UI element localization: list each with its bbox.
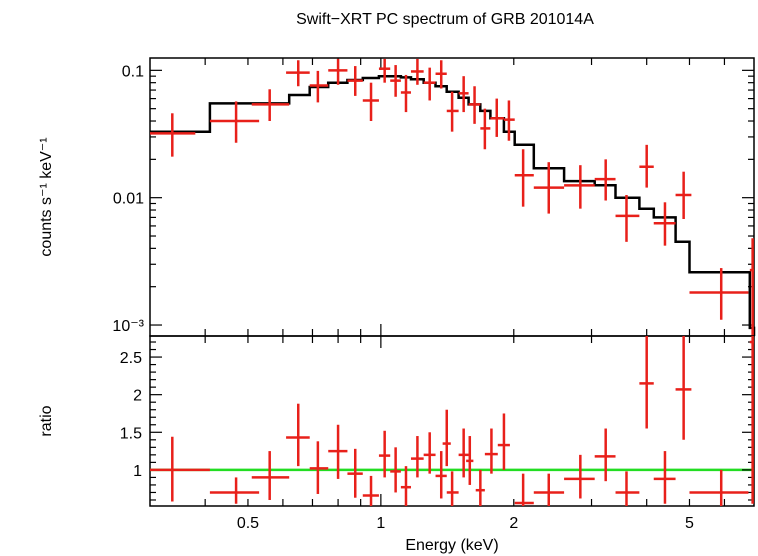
ratio-data-point <box>475 469 485 506</box>
spectrum-panel: 0.1 0.01 10⁻³ counts s⁻¹ keV⁻¹ <box>38 57 756 337</box>
spectrum-data-point <box>400 74 411 113</box>
ratio-data-point <box>675 336 692 440</box>
spectrum-data-point <box>410 58 424 85</box>
spectrum-data-point <box>490 98 504 137</box>
ratio-data-point <box>209 477 260 504</box>
ratio-data-point <box>749 336 754 504</box>
spectrum-data-point <box>251 89 290 122</box>
ratio-data-point <box>362 475 379 506</box>
spectrum-data-point <box>435 60 447 89</box>
ratio-y-tick-label: 1.5 <box>120 425 142 442</box>
ratio-data-point <box>435 451 447 499</box>
spectrum-data-point <box>503 100 515 141</box>
ratio-data-point <box>615 471 640 506</box>
spectrum-data-point <box>286 60 310 87</box>
spectrum-data-point <box>209 101 260 143</box>
ratio-data-point <box>423 432 436 474</box>
spectrum-data-point <box>749 238 754 336</box>
x-tick-label: 5 <box>685 515 694 532</box>
spectrum-y-axis-label: counts s⁻¹ keV⁻¹ <box>38 137 55 256</box>
ratio-y-tick-label: 1 <box>133 463 142 480</box>
spectrum-y-tick-label: 10⁻³ <box>112 318 144 335</box>
ratio-y-tick-label: 2.5 <box>120 350 142 367</box>
ratio-data-point <box>639 336 654 429</box>
spectrum-data-point <box>328 58 348 85</box>
spectrum-data-point <box>653 202 676 246</box>
ratio-data-point <box>400 466 411 506</box>
spectrum-data-point <box>639 144 654 188</box>
ratio-data-point <box>347 448 363 498</box>
ratio-data-point <box>497 413 510 470</box>
spectrum-data-point <box>362 82 379 122</box>
ratio-ticks: 1 1.5 2 2.5 0.5 1 2 5 <box>120 336 754 532</box>
x-axis-label: Energy (keV) <box>405 537 498 554</box>
spectrum-data-point <box>675 171 692 220</box>
ratio-panel: 1 1.5 2 2.5 0.5 1 2 5 ratio Energy (keV) <box>38 335 755 554</box>
spectrum-data-point <box>468 86 481 124</box>
spectrum-data-point <box>689 268 749 320</box>
spectrum-data-point <box>150 113 196 157</box>
ratio-data-point <box>689 469 749 506</box>
chart-title: Swift−XRT PC spectrum of GRB 201014A <box>296 11 594 28</box>
x-tick-label: 1 <box>376 515 385 532</box>
ratio-data-point <box>328 424 348 479</box>
ratio-data-point <box>514 473 534 506</box>
ratio-data-point <box>653 451 676 504</box>
ratio-data-point <box>150 436 210 502</box>
spectrum-data-point <box>378 58 391 83</box>
ratio-data-point <box>309 441 329 494</box>
ratio-data-point <box>458 428 469 478</box>
spectrum-data-point <box>533 162 565 214</box>
x-tick-label: 0.5 <box>237 515 259 532</box>
spectrum-data-point <box>480 108 491 150</box>
ratio-data-point <box>484 428 498 474</box>
ratio-data-point <box>251 451 290 500</box>
spectrum-data-point <box>564 165 595 209</box>
spectrum-y-tick-label: 0.01 <box>113 191 144 208</box>
spectrum-data-point <box>309 70 329 103</box>
spectrum-data-point <box>594 159 616 201</box>
ratio-data-point <box>378 430 391 478</box>
spectrum-ticks: 0.1 0.01 10⁻³ <box>112 58 754 336</box>
spectrum-data-point <box>423 67 436 101</box>
ratio-data-points <box>150 336 754 506</box>
x-tick-label: 2 <box>509 515 518 532</box>
ratio-data-point <box>564 454 595 499</box>
ratio-data-point <box>446 471 459 506</box>
ratio-data-point <box>466 436 474 485</box>
ratio-data-point <box>390 447 401 493</box>
ratio-y-axis-label: ratio <box>38 405 55 436</box>
ratio-data-point <box>410 436 424 478</box>
spectrum-data-point <box>615 194 640 242</box>
ratio-data-point <box>286 403 310 467</box>
spectrum-y-tick-label: 0.1 <box>122 63 144 80</box>
spectrum-data-point <box>390 65 401 97</box>
ratio-y-tick-label: 2 <box>133 388 142 405</box>
spectrum-data-point <box>458 76 469 113</box>
spectrum-data-points <box>150 58 754 336</box>
ratio-data-point <box>533 473 565 506</box>
spectrum-data-point <box>446 91 459 132</box>
ratio-data-point <box>594 428 616 482</box>
spectrum-data-point <box>347 66 363 96</box>
spectrum-data-point <box>514 149 534 207</box>
ratio-data-point <box>442 409 451 467</box>
